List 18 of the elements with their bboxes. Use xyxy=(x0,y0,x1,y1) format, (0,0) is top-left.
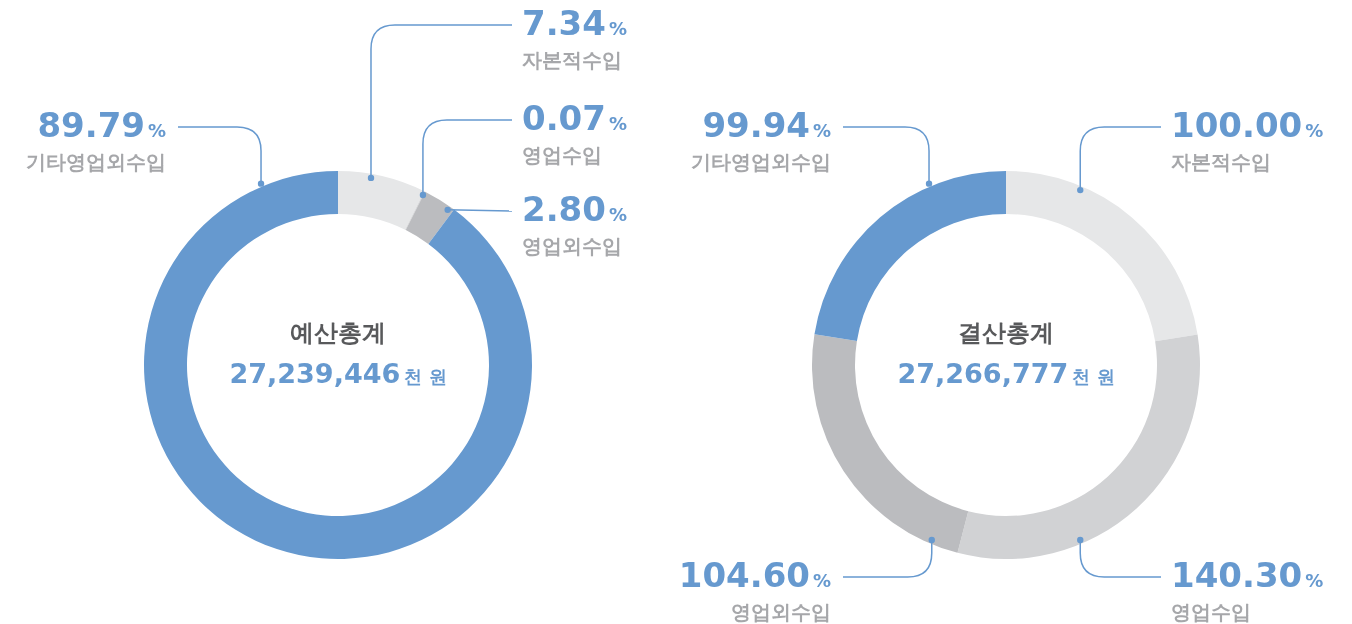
slice-label: 기타영업외수입 xyxy=(691,150,831,174)
data-label: 89.79% xyxy=(37,105,166,145)
slice-label: 영업외수입 xyxy=(522,234,622,258)
data-label: 2.80% xyxy=(522,189,627,229)
text: 결산총계 xyxy=(958,319,1054,347)
data-label: 99.94% xyxy=(702,105,831,145)
slice-label: 영업수입 xyxy=(522,143,602,167)
slice-label: 영업외수입 xyxy=(731,600,831,624)
slice-label: 자본적수입 xyxy=(1171,150,1271,174)
slice-label: 기타영업외수입 xyxy=(26,150,166,174)
data-label: 7.34% xyxy=(522,3,627,43)
slice-label: 영업수입 xyxy=(1171,600,1251,624)
data-label: 100.00% xyxy=(1171,105,1324,145)
slice-label: 자본적수입 xyxy=(522,48,622,72)
data-label: 0.07% xyxy=(522,98,627,138)
data-label: 104.60% xyxy=(678,555,831,595)
text: 예산총계 xyxy=(290,319,386,347)
data-label: 140.30% xyxy=(1171,555,1324,595)
